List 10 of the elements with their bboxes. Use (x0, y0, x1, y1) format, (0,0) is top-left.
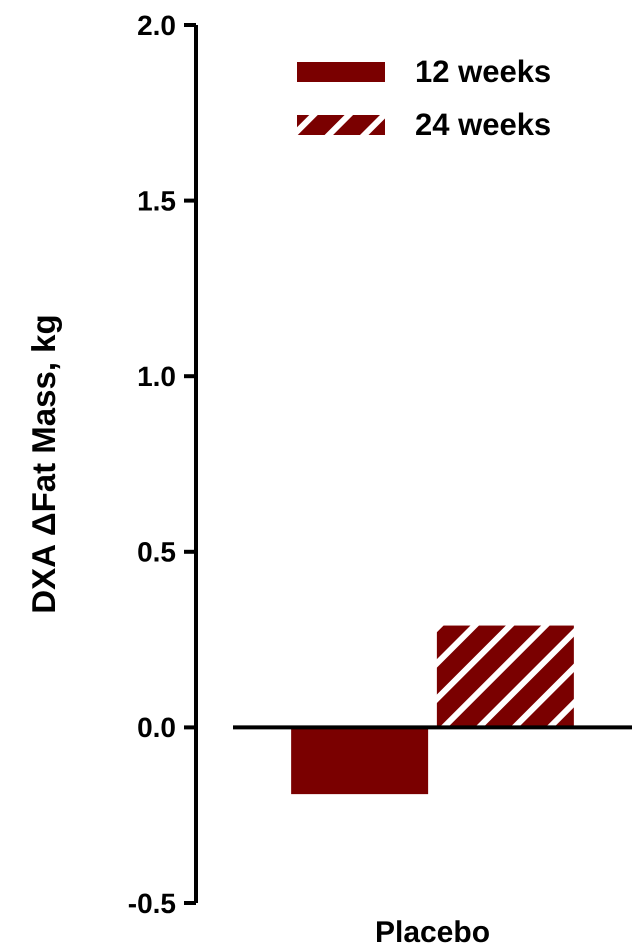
legend-label: 12 weeks (415, 54, 552, 89)
y-tick-label: 0.0 (137, 712, 176, 744)
legend-label: 24 weeks (415, 107, 552, 142)
y-tick-label: -0.5 (128, 888, 176, 919)
y-tick-label: 2.0 (137, 10, 176, 41)
y-tick-label: 0.5 (137, 536, 176, 568)
y-axis-title: DXA ΔFat Mass, kg (25, 314, 62, 614)
y-tick-label: 1.5 (137, 185, 176, 216)
x-tick-label: Placebo (374, 916, 490, 949)
y-tick-label: 1.0 (137, 361, 176, 392)
